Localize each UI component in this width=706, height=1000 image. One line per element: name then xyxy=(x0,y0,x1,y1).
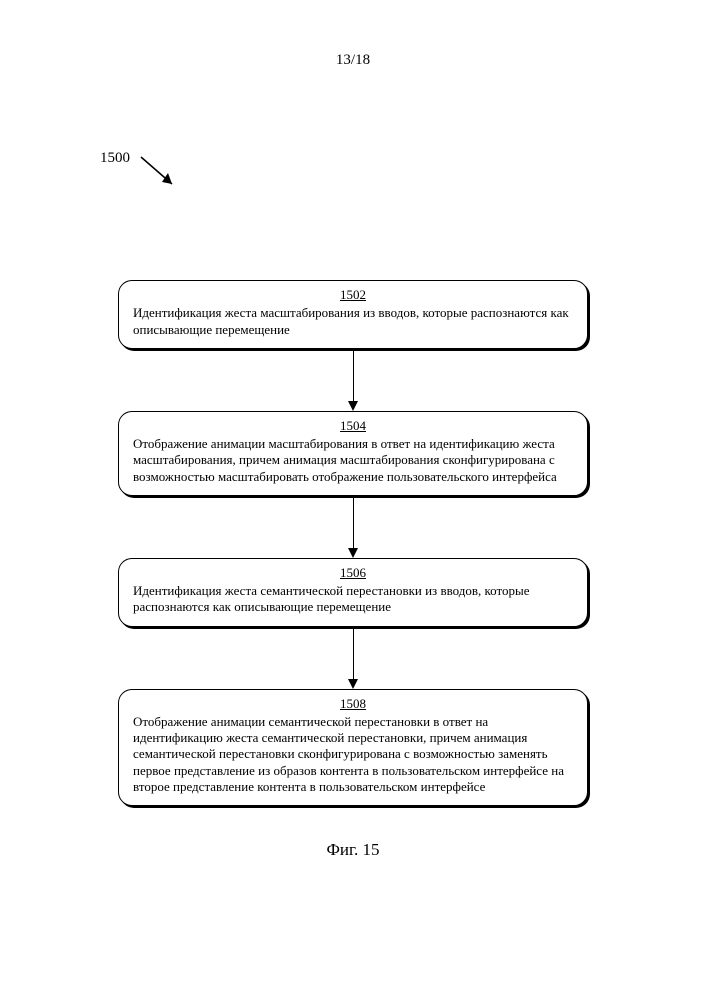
flowchart-arrow-icon xyxy=(348,496,358,558)
flowchart-step: 1506 Идентификация жеста семантической пе… xyxy=(118,558,588,627)
flowchart-step-text: Отображение анимации семантической перес… xyxy=(133,714,564,794)
figure-reference-arrow-icon xyxy=(138,154,188,204)
figure-reference-label: 1500 xyxy=(100,150,130,167)
flowchart-step-text: Идентификация жеста семантической перест… xyxy=(133,583,530,614)
flowchart-step: 1504 Отображение анимации масштабирования… xyxy=(118,411,588,496)
flowchart-step: 1502 Идентификация жеста масштабирования … xyxy=(118,280,588,349)
flowchart: 1502 Идентификация жеста масштабирования … xyxy=(0,280,706,806)
flowchart-arrow-icon xyxy=(348,349,358,411)
flowchart-step-text: Отображение анимации масштабирования в о… xyxy=(133,436,557,484)
flowchart-step-id: 1506 xyxy=(133,565,573,581)
flowchart-step-text: Идентификация жеста масштабирования из в… xyxy=(133,305,569,336)
figure-caption: Фиг. 15 xyxy=(0,840,706,860)
page: 13/18 1500 1502 Идентификация жеста масшт… xyxy=(0,0,706,1000)
flowchart-step: 1508 Отображение анимации семантической п… xyxy=(118,689,588,807)
flowchart-step-id: 1504 xyxy=(133,418,573,434)
flowchart-arrow-icon xyxy=(348,627,358,689)
flowchart-step-id: 1502 xyxy=(133,287,573,303)
flowchart-step-id: 1508 xyxy=(133,696,573,712)
page-number: 13/18 xyxy=(0,52,706,69)
